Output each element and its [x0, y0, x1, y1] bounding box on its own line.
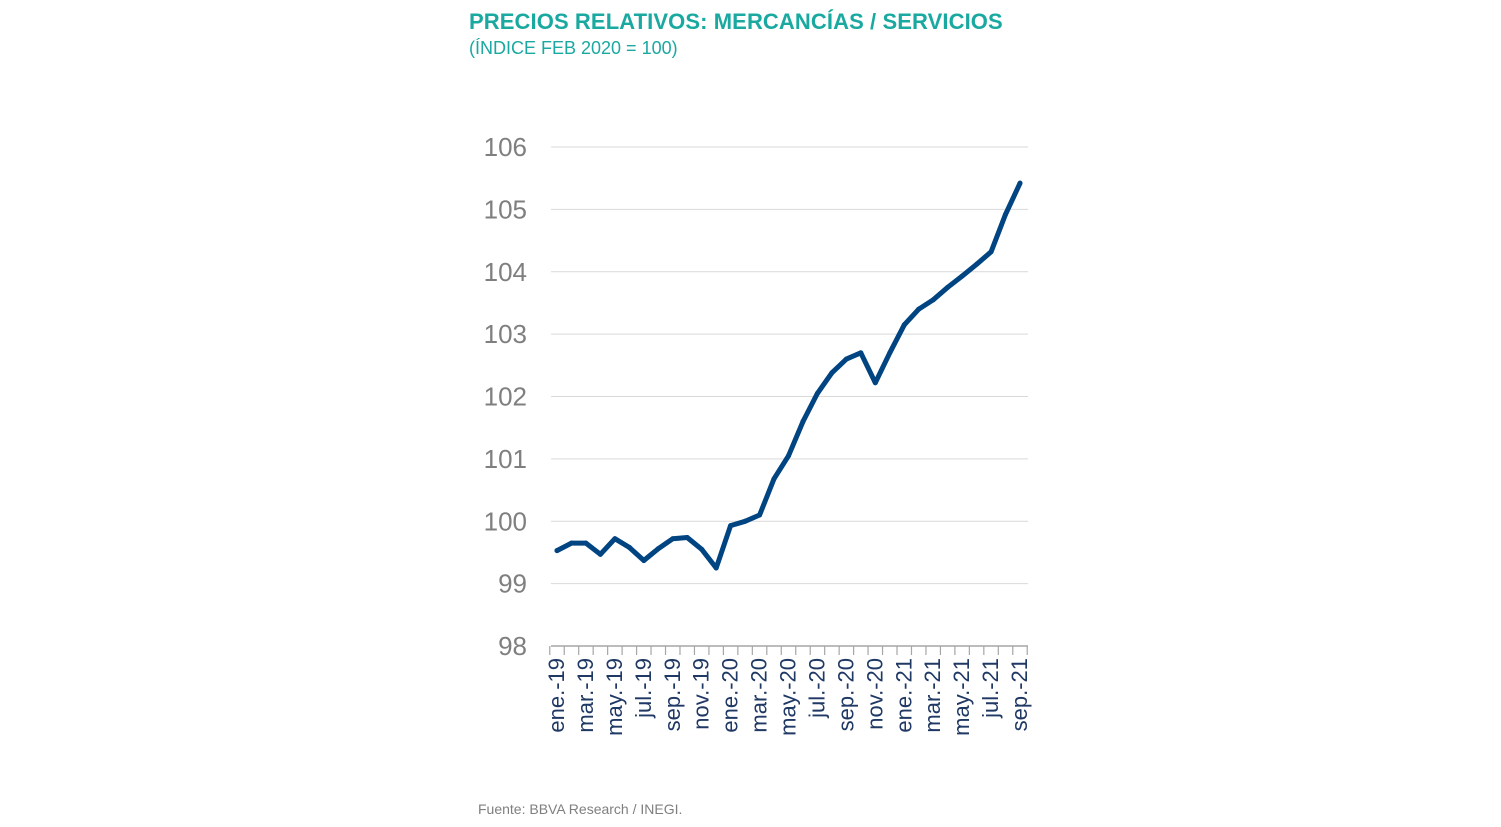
x-tick-label: jul.-20 [804, 658, 829, 719]
data-point [626, 544, 632, 550]
chart-title: PRECIOS RELATIVOS: MERCANCÍAS / SERVICIO… [469, 9, 1003, 34]
x-tick-label: ene.-21 [891, 658, 916, 733]
data-point [901, 322, 907, 328]
data-point [800, 418, 806, 424]
y-axis-tick-labels: 98 99 100 101 102 103 104 105 106 [484, 132, 527, 661]
x-tick-label: nov.-19 [689, 658, 714, 730]
y-tick-label: 104 [484, 257, 527, 287]
data-point [945, 284, 951, 290]
data-point [916, 306, 922, 312]
y-tick-label: 98 [498, 631, 527, 661]
data-point [699, 546, 705, 552]
data-point [1003, 211, 1009, 217]
x-axis [549, 645, 1028, 655]
data-point [757, 512, 763, 518]
x-tick-label: mar.-20 [747, 658, 772, 733]
data-point [988, 249, 994, 255]
series-layer [554, 180, 1023, 571]
y-tick-label: 99 [498, 569, 527, 599]
data-point [872, 380, 878, 386]
data-point [858, 350, 864, 356]
x-tick-label: mar.-21 [920, 658, 945, 733]
gridlines [551, 146, 1028, 585]
data-point [713, 565, 719, 571]
series-line [554, 180, 1023, 571]
data-point [641, 558, 647, 564]
y-tick-label: 101 [484, 444, 527, 474]
y-tick-label: 102 [484, 382, 527, 412]
x-tick-label: sep.-20 [833, 658, 858, 731]
data-point [829, 370, 835, 376]
x-tick-label: may.-19 [602, 658, 627, 736]
x-tick-label: jul.-19 [631, 658, 656, 719]
x-tick-label: sep.-21 [1007, 658, 1032, 731]
y-tick-label: 100 [484, 506, 527, 536]
x-tick-label: jul.-21 [978, 658, 1003, 719]
data-point [786, 453, 791, 459]
data-point [597, 551, 603, 557]
x-tick-label: ene.-19 [544, 658, 569, 733]
data-point [1017, 180, 1023, 186]
data-point [974, 261, 980, 267]
data-point [930, 297, 936, 303]
x-tick-label: sep.-19 [660, 658, 685, 731]
data-point [568, 540, 574, 546]
x-tick-label: nov.-20 [862, 658, 887, 730]
y-tick-label: 105 [484, 194, 527, 224]
data-point [843, 356, 849, 362]
data-point [814, 390, 820, 396]
x-tick-label: may.-21 [949, 658, 974, 736]
x-tick-label: mar.-19 [573, 658, 598, 733]
data-point [728, 523, 734, 529]
chart-subtitle: (ÍNDICE FEB 2020 = 100) [469, 38, 678, 58]
data-point [771, 476, 777, 482]
x-axis-tick-labels: ene.-19 mar.-19 may.-19 jul.-19 sep.-19 nov.-… [544, 658, 1032, 736]
data-point [959, 273, 965, 279]
x-tick-label: ene.-20 [718, 658, 743, 733]
data-point [684, 534, 690, 540]
x-tick-label: may.-20 [776, 658, 801, 736]
y-tick-label: 103 [484, 319, 527, 349]
data-point [742, 518, 748, 524]
data-point [583, 540, 589, 546]
data-point [612, 536, 618, 542]
y-tick-label: 106 [484, 132, 527, 162]
data-point [670, 536, 676, 542]
data-point [887, 350, 893, 356]
data-point [554, 548, 560, 554]
data-point [655, 546, 661, 552]
source-note: Fuente: BBVA Research / INEGI. [478, 801, 683, 817]
